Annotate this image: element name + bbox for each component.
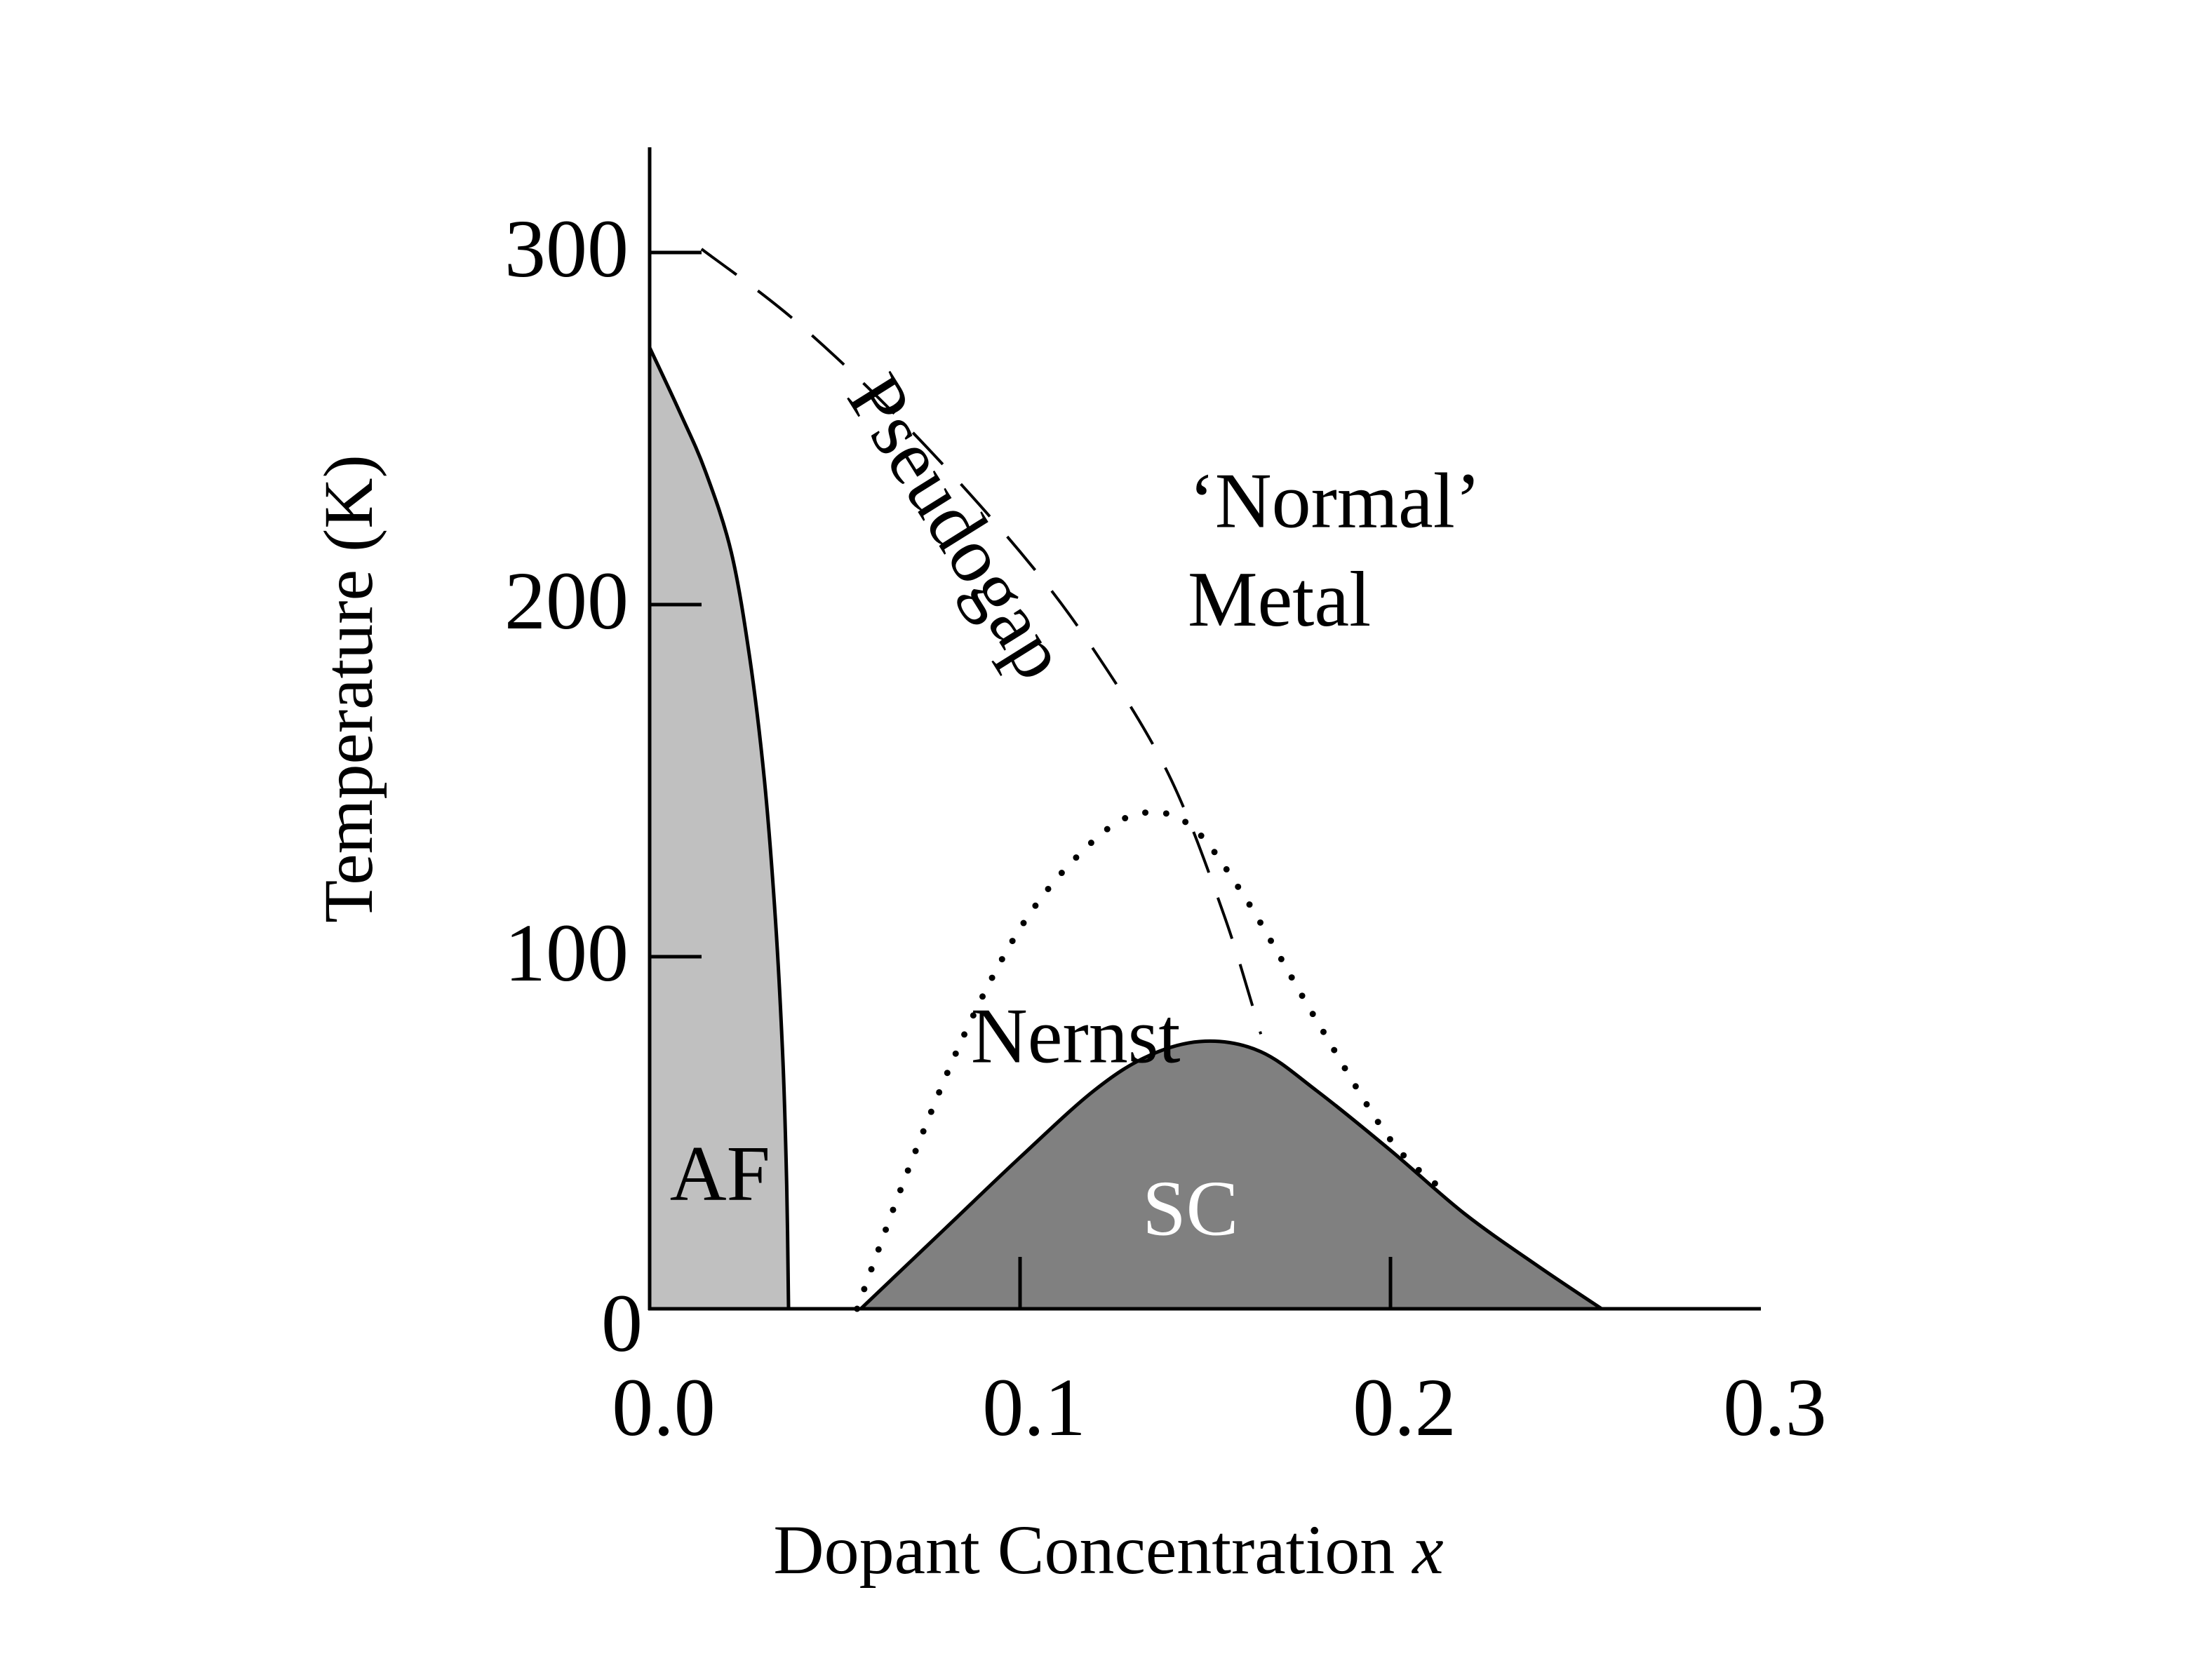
line-pseudogap — [700, 248, 1263, 1035]
y-tick-label: 300 — [504, 203, 629, 295]
tick-labels: 0 100 200 300 0.0 0.1 0.2 0.3 — [504, 203, 1827, 1453]
tick-marks — [650, 250, 1393, 1309]
line-nernst — [854, 809, 1449, 1312]
x-tick-label: 0.2 — [1353, 1361, 1456, 1453]
annotation-metal: Metal — [1188, 556, 1371, 643]
annotation-sc: SC — [1142, 1166, 1238, 1253]
annotation-af: AF — [670, 1130, 770, 1217]
phase-boundary-lines — [700, 248, 1449, 1312]
annotation-nernst: Nernst — [971, 993, 1181, 1080]
region-sc — [859, 1039, 1604, 1311]
x-axis-label: Dopant Concentration x — [773, 1511, 1443, 1589]
region-af — [648, 346, 791, 1311]
axes — [648, 147, 1761, 1311]
phase-regions — [648, 346, 1604, 1311]
y-axis-label: Temperature (K) — [309, 454, 387, 923]
annotation-pseudogap: Pseudogap — [831, 359, 1085, 694]
annotation-normal: ‘Normal’ — [1188, 458, 1481, 545]
x-axis-label-main: Dopant Concentration — [773, 1511, 1395, 1589]
y-tick-label: 200 — [504, 555, 629, 647]
x-tick-label: 0.3 — [1723, 1361, 1827, 1453]
x-tick-label: 0.0 — [612, 1361, 716, 1453]
y-tick-label: 100 — [504, 907, 629, 999]
x-tick-label: 0.1 — [982, 1361, 1086, 1453]
y-tick-label: 0 — [601, 1277, 643, 1369]
x-axis-label-variable: x — [1411, 1511, 1443, 1589]
